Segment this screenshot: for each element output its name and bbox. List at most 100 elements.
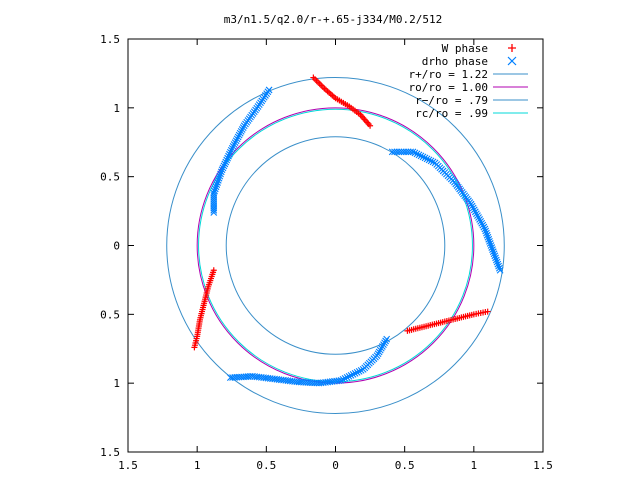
legend-label: rc/ro = .99 [415,107,488,120]
drho-phase-point [223,156,231,164]
drho-phase-point [471,208,479,216]
drho-phase-point [477,217,485,225]
drho-phase-point [421,154,429,162]
drho-phase-point [415,151,423,159]
circle-1 [166,77,505,414]
drho-phase-point [476,216,483,223]
drho-phase-point [486,240,494,247]
drho-phase-point [479,221,487,229]
drho-phase-point [341,375,349,382]
drho-phase-point [427,157,435,165]
drho-phase-point [489,246,496,254]
drho-phase-point [409,148,417,156]
drho-phase-point [429,158,437,166]
data-points [191,74,504,387]
x-tick-label: 1.5 [533,459,553,472]
drho-phase-point [351,370,359,377]
y-tick-label: 1.5 [100,33,120,46]
drho-phase-point [483,229,490,237]
drho-phase-point [231,139,239,147]
w-phase-point [367,122,374,129]
drho-phase-point [219,164,227,172]
drho-phase-point [215,174,223,182]
w-phase-point [484,308,491,315]
drho-phase-point [425,156,433,164]
drho-phase-point [226,150,233,158]
w-phase-point [191,344,198,351]
drho-phase-point [210,206,218,214]
legend-label: r−/ro = .79 [415,94,488,107]
series-w-phase [191,74,491,351]
y-tick-label: 0.5 [100,171,120,184]
drho-phase-point [475,214,482,221]
drho-phase-point [339,376,347,383]
drho-phase-point [423,155,431,163]
drho-phase-point [226,148,234,156]
y-tick-label: 0 [113,240,120,253]
drho-phase-point [217,168,225,176]
drho-phase-point [357,367,365,374]
drho-phase-point [483,231,491,239]
drho-phase-point [228,144,236,152]
chart-title: m3/n1.5/q2.0/r-+.65-j334/M0.2/512 [224,13,443,26]
drho-phase-point [419,153,427,161]
series-drho-phase [210,86,504,387]
drho-phase-point [345,373,353,380]
drho-phase-point [495,264,503,272]
drho-phase-point [212,183,220,191]
drho-phase-point [227,146,235,154]
drho-phase-point [216,172,224,180]
drho-phase-point [349,371,357,378]
circle-3 [225,136,446,355]
drho-phase-point [347,372,355,379]
x-tick-label: 0.5 [256,459,276,472]
drho-phase-point [486,237,493,245]
drho-phase-point [238,126,246,133]
drho-phase-point [353,369,361,376]
drho-phase-point [213,181,221,189]
axis-ticks: 1.5 1 0.5 0 0.5 1 1.51.510.500.511.5 [100,33,553,472]
x-tick-label: 1.5 [118,459,138,472]
drho-phase-point [474,212,481,220]
drho-phase-point [491,252,499,260]
drho-phase-point [232,137,240,145]
drho-phase-point [230,141,238,148]
drho-phase-point [413,150,421,158]
drho-phase-point [472,210,480,218]
drho-phase-point [482,227,490,235]
drho-phase-point [495,262,502,270]
drho-phase-point [383,335,391,343]
drho-phase-point [496,266,504,274]
drho-phase-point [417,152,425,160]
x-tick-label: 0 [332,459,339,472]
drho-phase-point [488,244,496,251]
y-tick-label: 1 [113,377,120,390]
drho-phase-point [337,377,345,384]
drho-phase-point [480,223,488,231]
drho-phase-point [469,204,477,212]
y-tick-label: 1 [113,102,120,115]
drho-phase-point [493,258,501,266]
drho-phase-point [233,135,241,143]
drho-phase-point [492,256,500,264]
drho-phase-point [490,250,498,258]
legend-label: W phase [442,42,488,55]
drho-phase-point [210,209,218,216]
drho-phase-point [224,154,231,162]
drho-phase-point [220,162,228,170]
drho-phase-point [240,122,248,130]
drho-phase-point [239,124,247,131]
y-tick-label: 1.5 [100,446,120,459]
drho-phase-point [229,142,237,150]
x-tick-label: 1 [194,459,201,472]
drho-phase-point [236,129,244,137]
drho-phase-point [484,233,492,241]
x-tick-label: 1 [471,459,478,472]
drho-phase-point [234,133,242,141]
drho-phase-point [411,149,419,157]
legend-marker-x [507,56,517,66]
legend-label: ro/ro = 1.00 [409,81,488,94]
